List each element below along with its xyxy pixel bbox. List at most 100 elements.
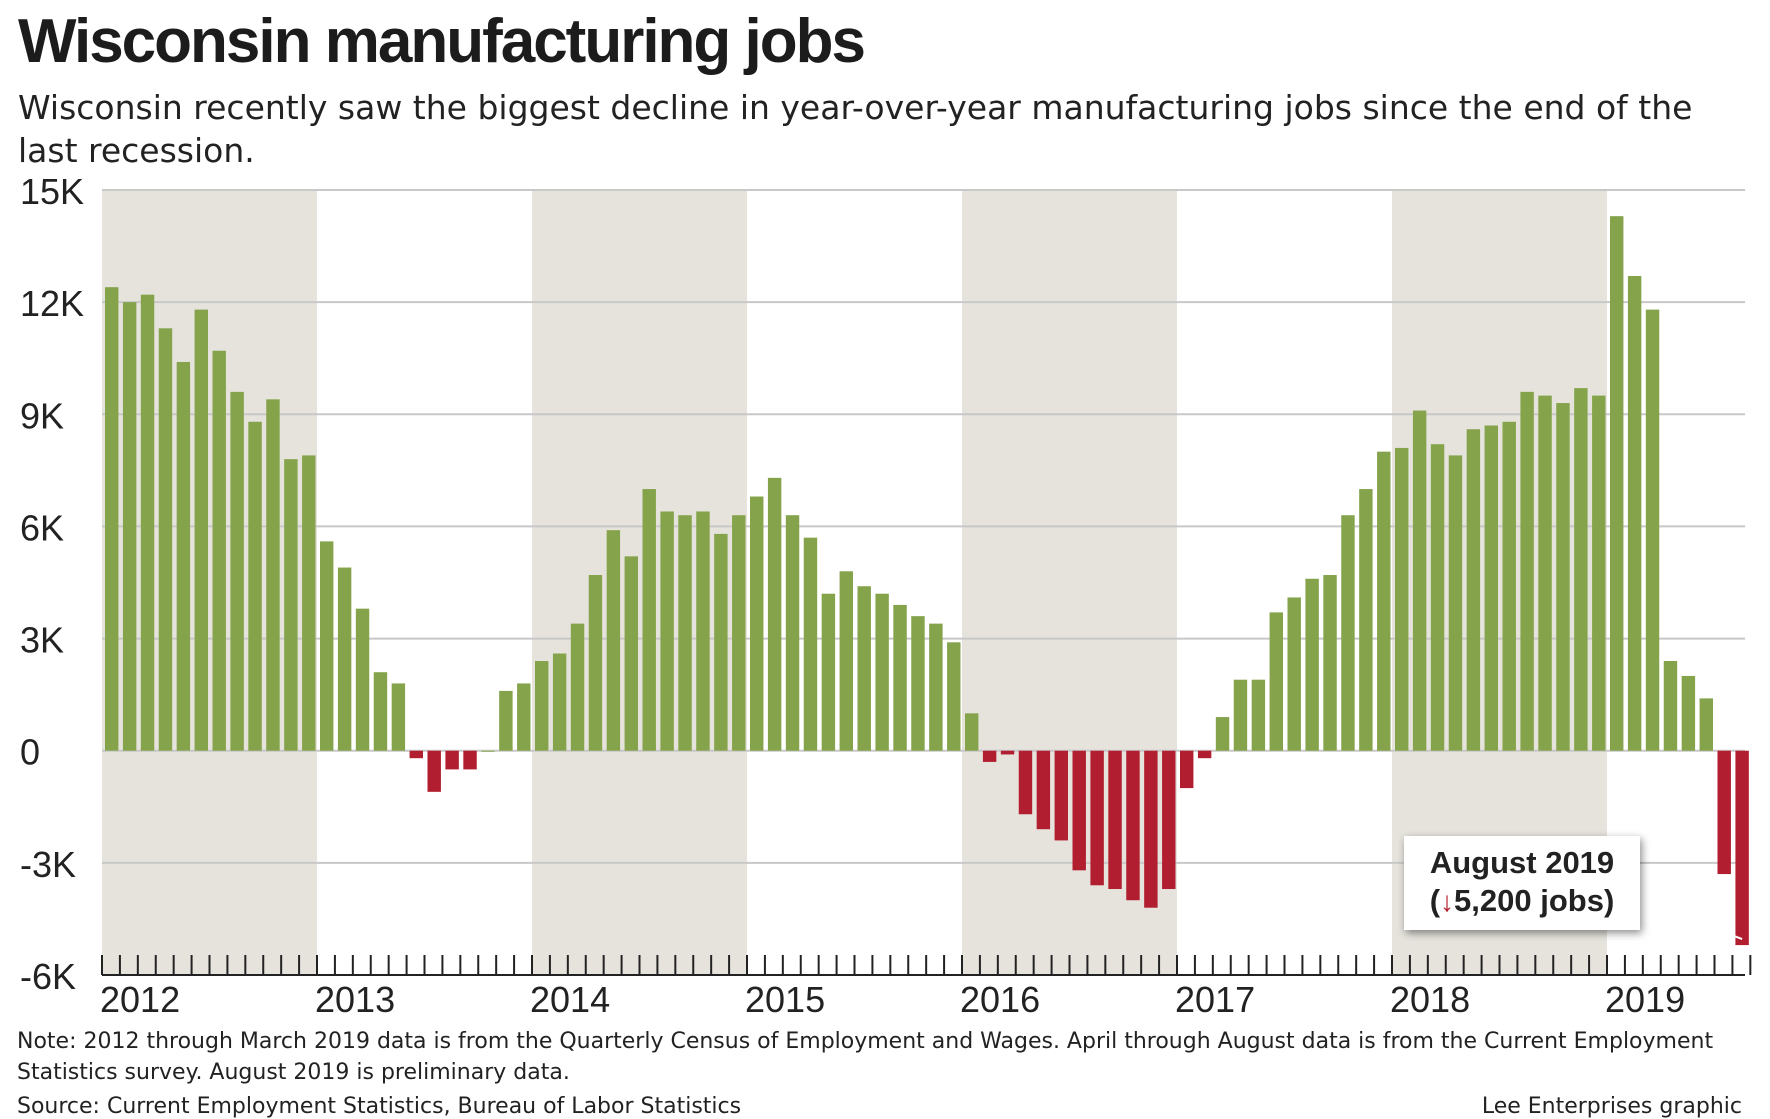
bar <box>1251 679 1266 751</box>
bar <box>1287 597 1301 751</box>
x-tick-label: 2019 <box>1605 979 1685 1020</box>
bar <box>1717 750 1731 875</box>
bar <box>158 328 173 751</box>
bar <box>1430 444 1445 751</box>
bar <box>1305 578 1319 751</box>
bar <box>1699 698 1713 751</box>
bar <box>1448 455 1463 751</box>
bar <box>965 713 979 751</box>
bar <box>803 537 818 751</box>
bar <box>122 302 137 751</box>
down-arrow-icon: ↓ <box>1440 886 1455 917</box>
chart-source: Source: Current Employment Statistics, B… <box>17 1094 742 1119</box>
bar <box>696 511 710 751</box>
year-band-2014 <box>532 190 747 975</box>
bar <box>606 530 621 751</box>
bar <box>1233 679 1248 751</box>
bar <box>929 623 943 751</box>
bar <box>1610 216 1624 751</box>
bar <box>320 541 334 751</box>
x-tick-label: 2015 <box>745 979 825 1020</box>
bar <box>499 690 513 751</box>
year-band-2016 <box>962 190 1177 975</box>
bar <box>176 361 191 751</box>
bar <box>1090 750 1104 886</box>
bar <box>1520 391 1534 751</box>
x-tick-label: 2017 <box>1175 979 1255 1020</box>
bars <box>105 216 1749 946</box>
bar <box>893 604 907 751</box>
bar <box>767 477 782 751</box>
bar <box>1180 750 1194 789</box>
y-tick-label: -6K <box>20 956 76 997</box>
bar <box>911 616 925 751</box>
bar <box>1466 429 1481 751</box>
bar <box>1681 675 1696 751</box>
x-tick-label: 2012 <box>100 979 180 1020</box>
bar <box>714 533 728 751</box>
year-bands <box>102 190 1607 975</box>
callout-value-line: (↓5,200 jobs) <box>1404 882 1640 921</box>
bar <box>517 683 531 751</box>
bar <box>1197 750 1212 759</box>
bar <box>248 421 262 751</box>
bar <box>660 511 674 751</box>
bar <box>1000 750 1015 755</box>
bar <box>427 750 441 792</box>
bar <box>1054 750 1068 841</box>
bar <box>1144 750 1158 908</box>
x-axis-labels: 2012 2013 2014 2015 2016 2017 2018 2019 <box>100 979 1685 1020</box>
bar <box>1269 612 1283 751</box>
bar <box>875 593 889 751</box>
bar <box>1484 425 1498 751</box>
callout-open-paren: ( <box>1429 883 1441 918</box>
bar <box>1395 447 1409 751</box>
bar <box>750 496 764 751</box>
bar <box>732 515 746 751</box>
y-axis-labels: 15K 12K 9K 6K 3K 0 -3K -6K <box>20 171 84 997</box>
bar <box>463 750 477 770</box>
bar <box>785 515 800 751</box>
bar <box>982 750 997 762</box>
bar <box>678 515 692 751</box>
bar <box>266 399 280 751</box>
x-tick-label: 2013 <box>315 979 395 1020</box>
bar <box>821 593 836 751</box>
bar <box>1108 750 1122 890</box>
bar <box>1018 750 1033 815</box>
bar <box>391 683 406 751</box>
bar <box>212 350 226 751</box>
bar <box>409 750 423 759</box>
bar <box>1359 489 1373 751</box>
bar <box>1412 410 1427 751</box>
y-tick-label: 12K <box>20 283 84 324</box>
bar <box>1663 661 1678 751</box>
bar <box>1377 451 1391 751</box>
bar <box>624 556 638 751</box>
bar <box>1735 750 1749 946</box>
bar <box>1215 717 1230 751</box>
bar <box>373 672 388 751</box>
callout-value: 5,200 jobs) <box>1454 883 1615 918</box>
bar <box>230 391 244 751</box>
bar <box>570 623 585 751</box>
y-tick-label: 9K <box>20 395 64 436</box>
y-tick-label: 3K <box>20 620 64 661</box>
chart-title: Wisconsin manufacturing jobs <box>18 7 866 76</box>
bar <box>1502 421 1516 751</box>
bar <box>947 642 961 751</box>
bar <box>140 294 155 751</box>
bar <box>535 661 549 751</box>
callout-pointer <box>1639 899 1743 941</box>
y-tick-label: 0 <box>20 732 40 773</box>
bar <box>481 750 495 752</box>
bar <box>302 455 316 751</box>
bar <box>552 653 567 751</box>
bar <box>105 287 119 751</box>
y-tick-label: 6K <box>20 507 64 548</box>
bar <box>1341 515 1355 751</box>
x-tick-label: 2014 <box>530 979 610 1020</box>
chart-subtitle: Wisconsin recently saw the biggest decli… <box>18 88 1693 170</box>
bar <box>1126 750 1140 901</box>
bar <box>642 489 656 751</box>
